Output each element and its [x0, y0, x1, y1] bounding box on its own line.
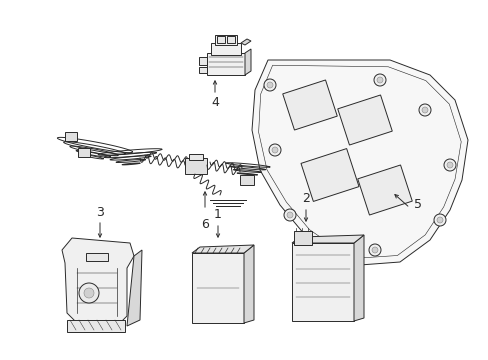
Bar [199, 57, 206, 65]
Circle shape [421, 107, 427, 113]
Bar [184, 158, 206, 174]
Polygon shape [251, 60, 467, 265]
Circle shape [264, 79, 275, 91]
Bar [65, 132, 77, 141]
Bar [240, 175, 253, 185]
Bar [217, 36, 224, 43]
Text: 4: 4 [211, 96, 219, 109]
Circle shape [271, 147, 278, 153]
Circle shape [84, 288, 94, 298]
Bar [293, 231, 311, 245]
Text: 3: 3 [96, 206, 104, 219]
Polygon shape [337, 95, 391, 145]
Circle shape [373, 74, 385, 86]
Circle shape [418, 104, 430, 116]
Circle shape [268, 144, 281, 156]
Bar [199, 67, 206, 73]
Bar [215, 35, 237, 45]
Bar [210, 43, 241, 55]
Circle shape [266, 82, 272, 88]
Polygon shape [301, 149, 358, 202]
Circle shape [436, 217, 442, 223]
Polygon shape [241, 39, 250, 45]
Bar [192, 253, 244, 323]
Circle shape [306, 245, 312, 251]
Circle shape [286, 212, 292, 218]
Bar [67, 320, 125, 332]
Polygon shape [282, 80, 337, 130]
Polygon shape [127, 250, 142, 326]
Bar [291, 243, 353, 321]
Text: 1: 1 [214, 208, 222, 221]
Bar [86, 253, 108, 261]
Polygon shape [353, 235, 363, 321]
Circle shape [376, 77, 382, 83]
Bar [78, 148, 90, 157]
Circle shape [443, 159, 455, 171]
Text: 5: 5 [413, 198, 421, 211]
Circle shape [433, 214, 445, 226]
Circle shape [368, 244, 380, 256]
Polygon shape [291, 235, 363, 243]
Circle shape [304, 242, 315, 254]
Text: 2: 2 [302, 193, 309, 206]
Polygon shape [244, 245, 253, 323]
Polygon shape [244, 49, 250, 75]
Text: 6: 6 [201, 219, 208, 231]
Bar [189, 154, 203, 160]
Circle shape [284, 209, 295, 221]
Circle shape [79, 283, 99, 303]
Polygon shape [357, 165, 411, 215]
Circle shape [446, 162, 452, 168]
Circle shape [371, 247, 377, 253]
Bar [226, 36, 235, 43]
Polygon shape [62, 238, 134, 326]
Polygon shape [192, 245, 253, 253]
Bar [206, 53, 244, 75]
